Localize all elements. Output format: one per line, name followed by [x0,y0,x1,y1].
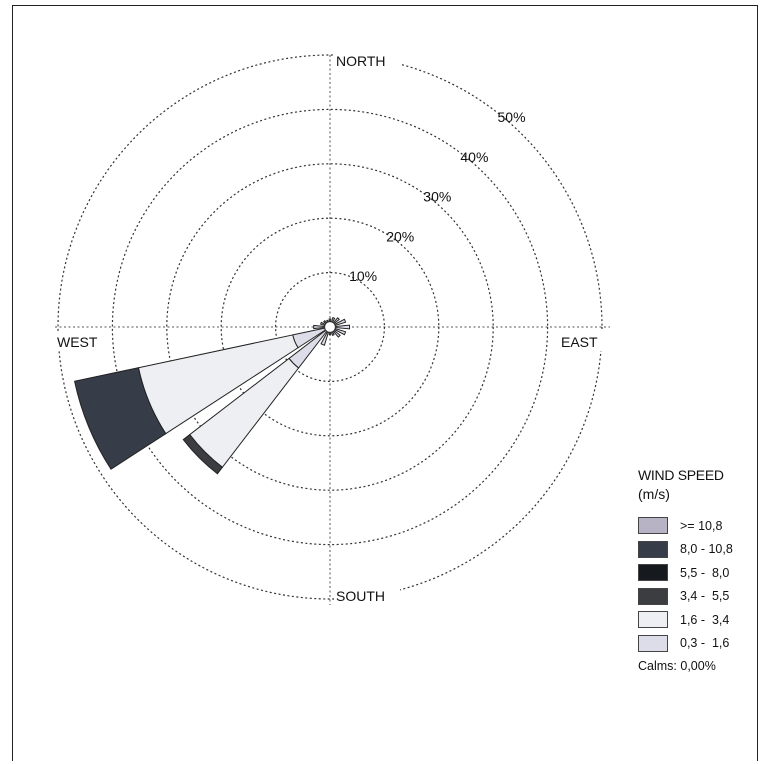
legend-title: WIND SPEED [638,467,724,483]
legend-entry: 5,5 - 8,0 [638,561,758,585]
sector-270-segment-0 [313,324,331,330]
east-label-bg [555,331,610,351]
chart-frame [12,5,758,761]
legend-label: 5,5 - 8,0 [680,565,730,580]
legend-swatch [638,587,668,605]
cardinal-labels-layer: NORTH EAST SOUTH WEST [55,50,610,605]
south-label: SOUTH [336,588,385,604]
legend-swatch [638,611,668,629]
legend-swatch [638,540,668,558]
legend-swatch [638,517,668,535]
calms-label: Calms: 0,00% [638,659,716,673]
sector-247.5-segment-2 [73,367,167,470]
legend-entry: 0,3 - 1,6 [638,632,758,656]
south-label-bg [334,585,400,605]
north-label-bg [334,50,400,70]
legend-swatch [638,564,668,582]
sector-90-segment-0 [329,324,351,330]
sector-225-segment-2 [182,433,224,475]
legend-label: >= 10,8 [680,518,723,533]
legend-entries: >= 10,8 8,0 - 10,8 5,5 - 8,0 3,4 - 5,5 1,6 -… [638,514,758,655]
legend-entry: 8,0 - 10,8 [638,538,758,562]
legend-entry: 3,4 - 5,5 [638,585,758,609]
legend-entry: 1,6 - 3,4 [638,608,758,632]
legend-unit: (m/s) [638,486,670,502]
ring-50 [57,54,603,600]
west-label-bg [55,331,110,351]
legend-label: 1,6 - 3,4 [680,612,730,627]
calm-center-circle [323,320,337,334]
legend-label: 3,4 - 5,5 [680,589,730,604]
ring-label-50: 50% [498,109,526,125]
ring-30 [166,163,494,491]
north-label: NORTH [336,53,386,69]
legend: WIND SPEED (m/s) >= 10,8 8,0 - 10,8 5,5 - … [638,466,758,673]
legend-label: 8,0 - 10,8 [680,542,733,557]
ring-label-40: 40% [460,149,488,165]
ring-label-30: 30% [423,189,451,205]
ring-labels-layer: 10% 20% 30% 40% 50% [349,109,525,284]
legend-label: 0,3 - 1,6 [680,636,730,651]
rings-layer [57,54,603,600]
legend-entry: >= 10,8 [638,514,758,538]
east-label: EAST [561,334,598,350]
ring-20 [220,217,440,437]
ring-label-20: 20% [386,228,414,244]
ring-label-10: 10% [349,268,377,284]
ring-40 [111,108,549,546]
ring-10 [275,272,386,383]
west-label: WEST [57,334,98,350]
legend-swatch [638,634,668,652]
sectors-layer [73,317,351,475]
